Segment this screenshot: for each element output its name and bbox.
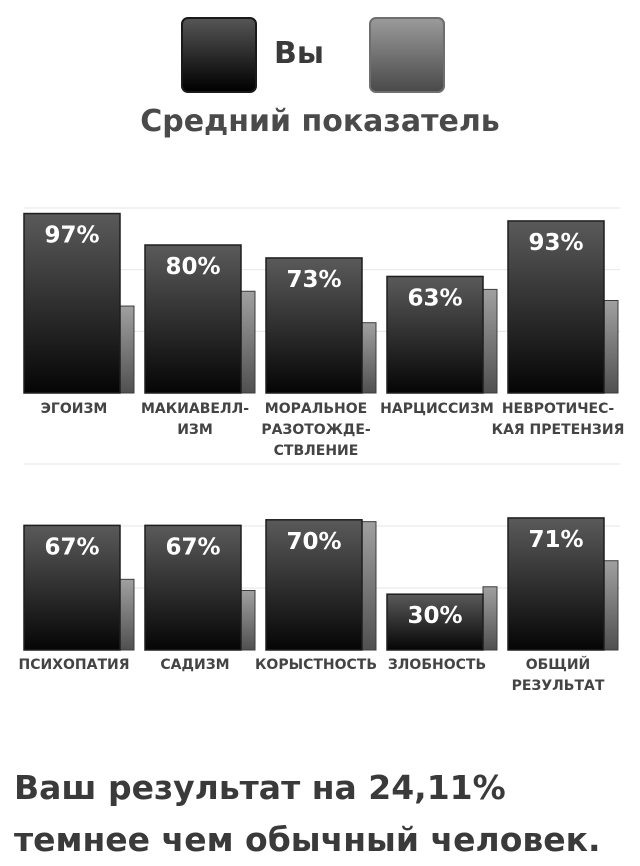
- category-label-1-0-0: ПСИХОПАТИЯ: [18, 657, 129, 673]
- value-label-0-3: 63%: [407, 285, 462, 311]
- category-label-1-4-0: ОБЩИЙ: [526, 656, 591, 673]
- category-label-0-2-1: РАЗОТОЖДЕ-: [261, 422, 371, 438]
- average-bar-1-1: [240, 589, 256, 651]
- category-label-0-3-0: НАРЦИССИЗМ: [380, 401, 494, 417]
- category-label-0-4-1: КАЯ ПРЕТЕНЗИЯ: [492, 422, 625, 438]
- average-bar-0-0: [119, 305, 135, 394]
- value-label-0-2: 73%: [286, 267, 341, 293]
- you-bar-0-1: [144, 244, 242, 394]
- value-label-0-0: 97%: [44, 223, 99, 249]
- you-bar-0-0: [23, 212, 121, 394]
- you-bar-1-4: [507, 517, 605, 651]
- legend-you-swatch: [181, 17, 257, 93]
- average-bar-1-0: [119, 578, 135, 651]
- value-label-1-3: 30%: [407, 603, 462, 629]
- legend: Вы Средний показатель: [0, 0, 640, 150]
- category-label-1-3-0: ЗЛОБНОСТЬ: [388, 657, 486, 673]
- you-bar-0-3: [386, 275, 484, 394]
- you-bar-1-0: [23, 524, 121, 651]
- value-label-1-2: 70%: [286, 529, 341, 555]
- average-bar-0-4: [603, 300, 619, 394]
- value-label-1-4: 71%: [528, 527, 583, 553]
- category-label-1-4-1: РЕЗУЛЬТАТ: [512, 678, 605, 694]
- legend-average-swatch: [369, 17, 445, 93]
- category-label-0-4-0: НЕВРОТИЧЕС-: [502, 401, 615, 417]
- category-label-0-2-0: МОРАЛЬНОЕ: [265, 401, 367, 417]
- category-label-0-0-0: ЭГОИЗМ: [41, 401, 108, 417]
- value-label-1-0: 67%: [44, 534, 99, 560]
- you-bar-0-2: [265, 257, 363, 394]
- category-label-0-1-1: ИЗМ: [177, 422, 213, 438]
- category-label-1-2-0: КОРЫСТНОСТЬ: [255, 657, 377, 673]
- you-bar-1-3: [386, 593, 484, 651]
- legend-average-label: Средний показатель: [140, 104, 500, 139]
- average-bar-0-2: [361, 322, 377, 394]
- bar-charts: 97% ЭГОИЗМ 80% МАКИАВЕЛЛ- ИЗМ 73% МОРАЛЬНОЕ РАЗ…: [18, 207, 625, 694]
- summary-text: Ваш результат на 24,11% темнее чем обычн…: [14, 768, 601, 859]
- legend-you-label: Вы: [274, 36, 324, 71]
- value-label-0-1: 80%: [165, 254, 220, 280]
- you-bar-1-1: [144, 524, 242, 651]
- you-bar-1-2: [265, 519, 363, 651]
- average-bar-0-1: [240, 290, 256, 394]
- average-bar-1-3: [482, 586, 498, 651]
- category-label-1-1-0: САДИЗМ: [160, 657, 229, 673]
- category-label-0-2-2: СТВЛЕНИЕ: [274, 443, 359, 459]
- value-label-0-4: 93%: [528, 230, 583, 256]
- average-bar-1-4: [603, 560, 619, 651]
- you-bar-0-4: [507, 220, 605, 394]
- value-label-1-1: 67%: [165, 534, 220, 560]
- category-label-0-1-0: МАКИАВЕЛЛ-: [141, 401, 249, 417]
- average-bar-1-2: [361, 521, 377, 651]
- average-bar-0-3: [482, 288, 498, 394]
